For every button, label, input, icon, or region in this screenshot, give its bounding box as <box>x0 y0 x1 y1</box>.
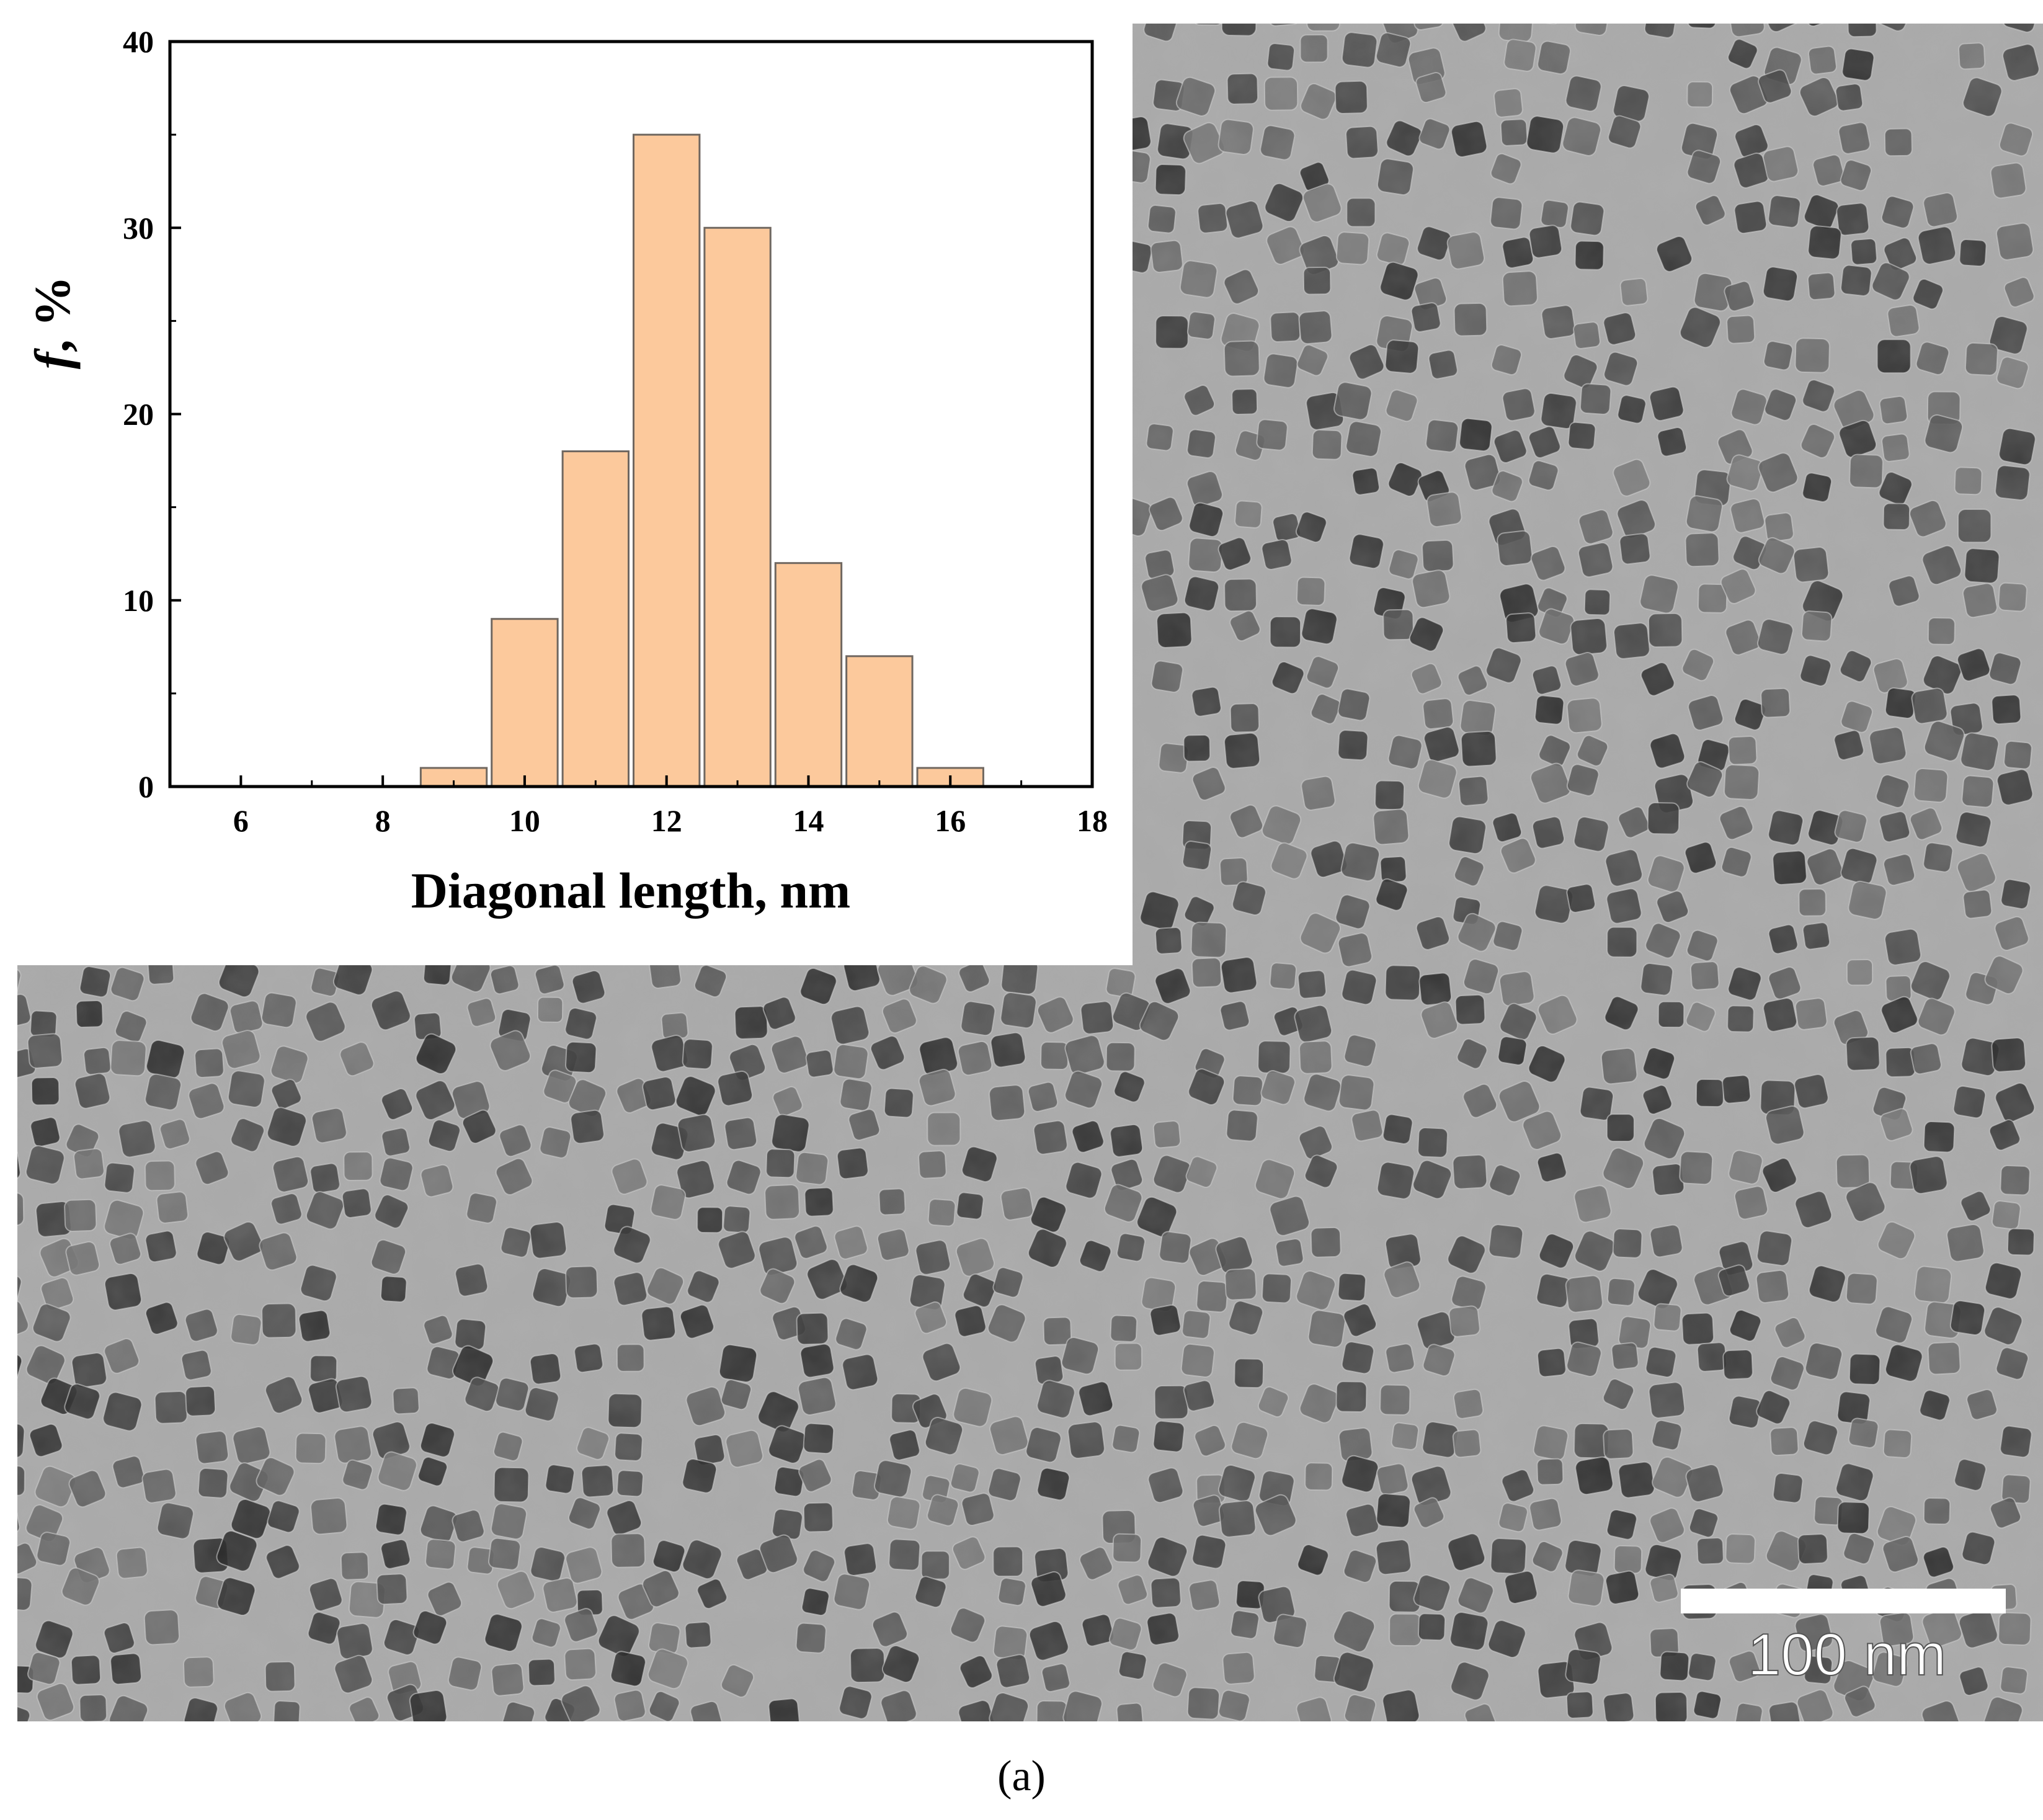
x-tick-label: 10 <box>509 803 540 838</box>
y-tick-label: 30 <box>123 210 154 245</box>
y-tick-label: 0 <box>138 769 154 804</box>
histogram-bar-14 <box>774 562 843 788</box>
scale-bar: 100 nm <box>1681 1589 2006 1688</box>
x-tick-label: 16 <box>935 803 966 838</box>
x-tick-label: 18 <box>1077 803 1108 838</box>
histogram-bar-13 <box>703 226 772 788</box>
nanoparticle <box>1531 24 1562 25</box>
histogram-bar-10 <box>491 618 559 788</box>
nanoparticle <box>1192 24 1224 26</box>
y-tick-label: 20 <box>123 397 154 432</box>
x-tick-label: 12 <box>651 803 682 838</box>
histogram-bar-15 <box>845 655 914 788</box>
x-tick-label: 6 <box>233 803 249 838</box>
nanoparticle <box>1802 24 1833 27</box>
x-axis-ticks: 6 8 10 12 14 16 18 <box>169 775 1108 838</box>
nanoparticle <box>1266 24 1301 27</box>
x-tick-label: 14 <box>793 803 824 838</box>
y-tick-label: 40 <box>123 24 154 59</box>
histogram-bar-12 <box>633 133 701 788</box>
y-tick-label: 10 <box>123 583 154 618</box>
x-axis-title: Diagonal length, nm <box>411 862 851 919</box>
scale-bar-label: 100 nm <box>1748 1621 1946 1688</box>
panel-label: (a) <box>997 1752 1046 1800</box>
scale-bar-line <box>1681 1589 2006 1613</box>
y-axis-title: f, % <box>24 276 81 369</box>
histogram-bar-11 <box>561 450 630 788</box>
y-axis-unit: , % <box>24 276 81 352</box>
histogram-inset: 6 8 10 12 14 16 18 0 10 20 30 40 Diagonal length, … <box>0 0 1133 965</box>
x-tick-label: 8 <box>375 803 391 838</box>
y-axis-ticks: 0 10 20 30 40 <box>123 24 181 804</box>
bars-group <box>419 133 984 788</box>
